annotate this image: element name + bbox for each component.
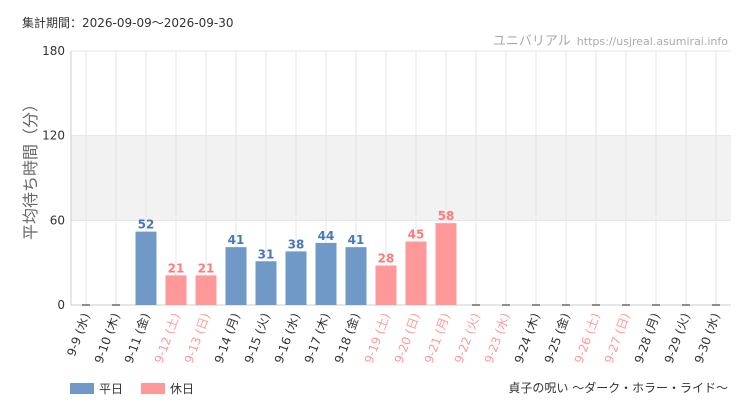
x-tick-label: 9-11 (金) xyxy=(121,311,153,365)
x-tick-label: 9-14 (月) xyxy=(212,311,243,365)
x-tick-label: 9-17 (木) xyxy=(302,311,333,365)
bar xyxy=(225,247,247,305)
band-60-120 xyxy=(71,135,731,221)
bar xyxy=(345,247,367,305)
x-tick-label: 9-13 (日) xyxy=(182,311,213,365)
x-tick-label: 9-20 (日) xyxy=(392,311,423,365)
y-tick-label: 0 xyxy=(57,298,65,312)
bar xyxy=(255,261,277,305)
legend: 平日 休日 xyxy=(70,380,194,397)
x-tick-label: 9-23 (水) xyxy=(482,311,513,365)
x-tick-label: 9-21 (月) xyxy=(422,311,453,365)
bar-value-label: 21 xyxy=(198,261,215,275)
x-tick-label: 9-24 (木) xyxy=(512,311,543,365)
x-tick-label: 9-10 (木) xyxy=(92,311,123,365)
x-tick-label: 9-9 (水) xyxy=(64,311,92,358)
x-tick-label: 9-30 (水) xyxy=(692,311,723,365)
bar-value-label: 31 xyxy=(258,247,275,261)
legend-label-holiday: 休日 xyxy=(170,382,195,396)
bar-value-label: 38 xyxy=(288,237,305,251)
legend-item-weekday: 平日 xyxy=(70,380,123,397)
legend-swatch-weekday xyxy=(70,383,94,394)
bar xyxy=(405,241,427,305)
attraction-name: 貞子の呪い 〜ダーク・ホラー・ライド〜 xyxy=(508,381,728,395)
bar xyxy=(195,275,217,305)
x-tick-label: 9-27 (日) xyxy=(602,311,633,365)
x-tick-label: 9-19 (土) xyxy=(362,311,393,365)
x-tick-label: 9-18 (金) xyxy=(331,311,363,365)
period-label: 集計期間：2026-09-09〜2026-09-30 xyxy=(22,16,234,30)
bar xyxy=(165,275,187,305)
legend-item-holiday: 休日 xyxy=(141,380,194,397)
y-tick-label: 120 xyxy=(42,129,65,143)
x-tick-label: 9-16 (水) xyxy=(272,311,303,365)
bar-value-label: 21 xyxy=(168,261,185,275)
site-name: ユニバリアル xyxy=(492,34,571,49)
bar xyxy=(135,231,157,305)
x-tick-label: 9-29 (火) xyxy=(662,311,693,365)
y-tick-label: 180 xyxy=(42,44,65,58)
site-credit: ユニバリアル https://usjreal.asumirai.info xyxy=(493,30,728,49)
bar xyxy=(375,265,397,305)
bar-value-label: 28 xyxy=(378,251,395,265)
bar-value-label: 44 xyxy=(318,229,335,243)
bar-value-label: 45 xyxy=(408,228,425,242)
bar-value-label: 41 xyxy=(228,233,245,247)
y-tick-label: 60 xyxy=(50,213,65,227)
x-tick-label: 9-26 (土) xyxy=(572,311,603,365)
legend-swatch-holiday xyxy=(141,383,166,394)
x-tick-label: 9-28 (月) xyxy=(632,311,663,365)
bar-value-label: 41 xyxy=(348,233,365,247)
bar-value-label: 52 xyxy=(138,218,155,232)
x-tick-label: 9-25 (金) xyxy=(541,311,573,365)
x-tick-label: 9-22 (火) xyxy=(452,311,483,365)
x-tick-label: 9-15 (火) xyxy=(242,311,273,365)
x-tick-label: 9-12 (土) xyxy=(152,311,183,365)
bar xyxy=(315,242,337,305)
bar xyxy=(435,223,457,305)
bar-value-label: 58 xyxy=(438,209,455,223)
bar xyxy=(285,251,307,305)
legend-label-weekday: 平日 xyxy=(99,382,124,396)
site-url: https://usjreal.asumirai.info xyxy=(576,35,728,48)
